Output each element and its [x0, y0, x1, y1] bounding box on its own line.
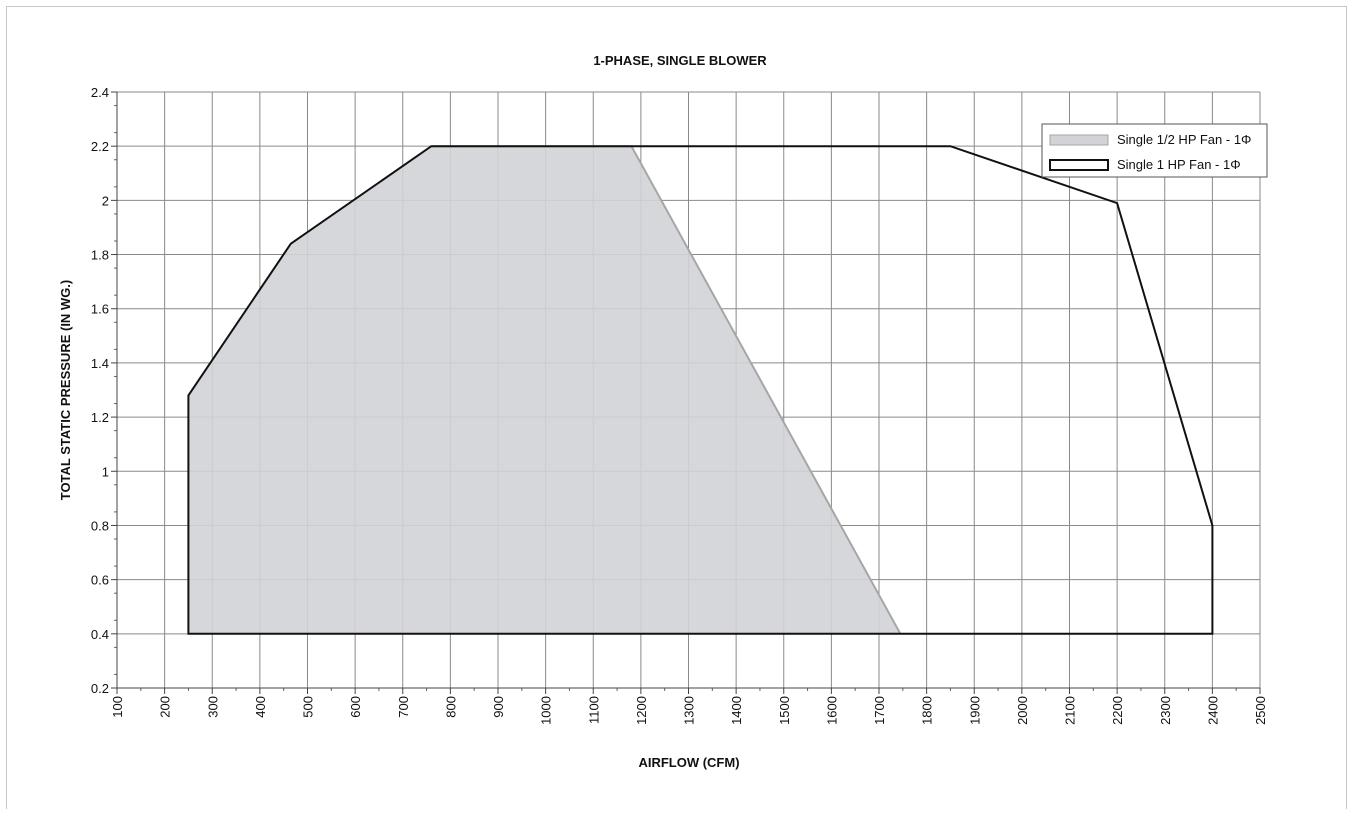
x-axis-label: AIRFLOW (CFM): [638, 755, 739, 770]
legend-swatch-half-hp: [1049, 134, 1109, 146]
y-tick-label: 1.4: [91, 356, 109, 371]
x-tick-label: 400: [253, 696, 268, 718]
x-tick-label: 2100: [1063, 696, 1078, 725]
y-tick-label: 1.2: [91, 410, 109, 425]
y-tick-label: 0.8: [91, 518, 109, 533]
legend: Single 1/2 HP Fan - 1Φ Single 1 HP Fan -…: [1041, 123, 1268, 178]
series-half-hp-area: [188, 146, 901, 634]
x-tick-label: 700: [396, 696, 411, 718]
y-axis-label: TOTAL STATIC PRESSURE (IN WG.): [58, 280, 73, 501]
x-tick-label: 1600: [824, 696, 839, 725]
x-tick-label: 100: [110, 696, 125, 718]
x-tick-label: 800: [443, 696, 458, 718]
y-tick-label: 0.6: [91, 573, 109, 588]
x-tick-label: 1800: [920, 696, 935, 725]
x-tick-label: 2300: [1158, 696, 1173, 725]
x-tick-label: 2000: [1015, 696, 1030, 725]
x-tick-label: 1400: [729, 696, 744, 725]
x-tick-label: 200: [158, 696, 173, 718]
y-tick-label: 0.2: [91, 681, 109, 696]
y-tick-label: 1.6: [91, 302, 109, 317]
y-tick-labels: 0.2 0.4 0.6 0.8 1 1.2 1.4 1.6 1.8 2 2.2 2.4: [91, 85, 109, 696]
x-tick-label: 2500: [1253, 696, 1268, 725]
x-tick-label: 500: [301, 696, 316, 718]
legend-swatch-one-hp: [1049, 159, 1109, 171]
y-tick-label: 2.2: [91, 139, 109, 154]
series-layer: [187, 145, 1214, 635]
x-tick-label: 1500: [777, 696, 792, 725]
y-tick-label: 2: [102, 193, 109, 208]
legend-label-half-hp: Single 1/2 HP Fan - 1Φ: [1117, 132, 1251, 147]
x-tick-label: 600: [348, 696, 363, 718]
y-tick-label: 1: [102, 464, 109, 479]
legend-label-one-hp: Single 1 HP Fan - 1Φ: [1117, 157, 1241, 172]
x-tick-labels: 100 200 300 400 500 600 700 800 900 1000 1100 1200 1…: [110, 696, 1268, 725]
x-tick-label: 2200: [1110, 696, 1125, 725]
x-tick-label: 1000: [539, 696, 554, 725]
y-tick-label: 0.4: [91, 627, 109, 642]
series-one-hp-outline: [187, 145, 1214, 635]
x-tick-label: 1300: [682, 696, 697, 725]
x-tick-label: 1100: [586, 696, 601, 724]
y-tick-label: 2.4: [91, 85, 109, 100]
x-tick-label: 1700: [872, 696, 887, 725]
x-tick-label: 900: [491, 696, 506, 718]
x-tick-label: 300: [205, 696, 220, 718]
chart-title: 1-PHASE, SINGLE BLOWER: [593, 53, 767, 68]
axes: [111, 91, 1261, 694]
legend-box: [1041, 123, 1268, 178]
y-tick-label: 1.8: [91, 248, 109, 263]
x-tick-label: 2400: [1205, 696, 1220, 725]
x-tick-label: 1900: [967, 696, 982, 725]
x-tick-label: 1200: [634, 696, 649, 725]
